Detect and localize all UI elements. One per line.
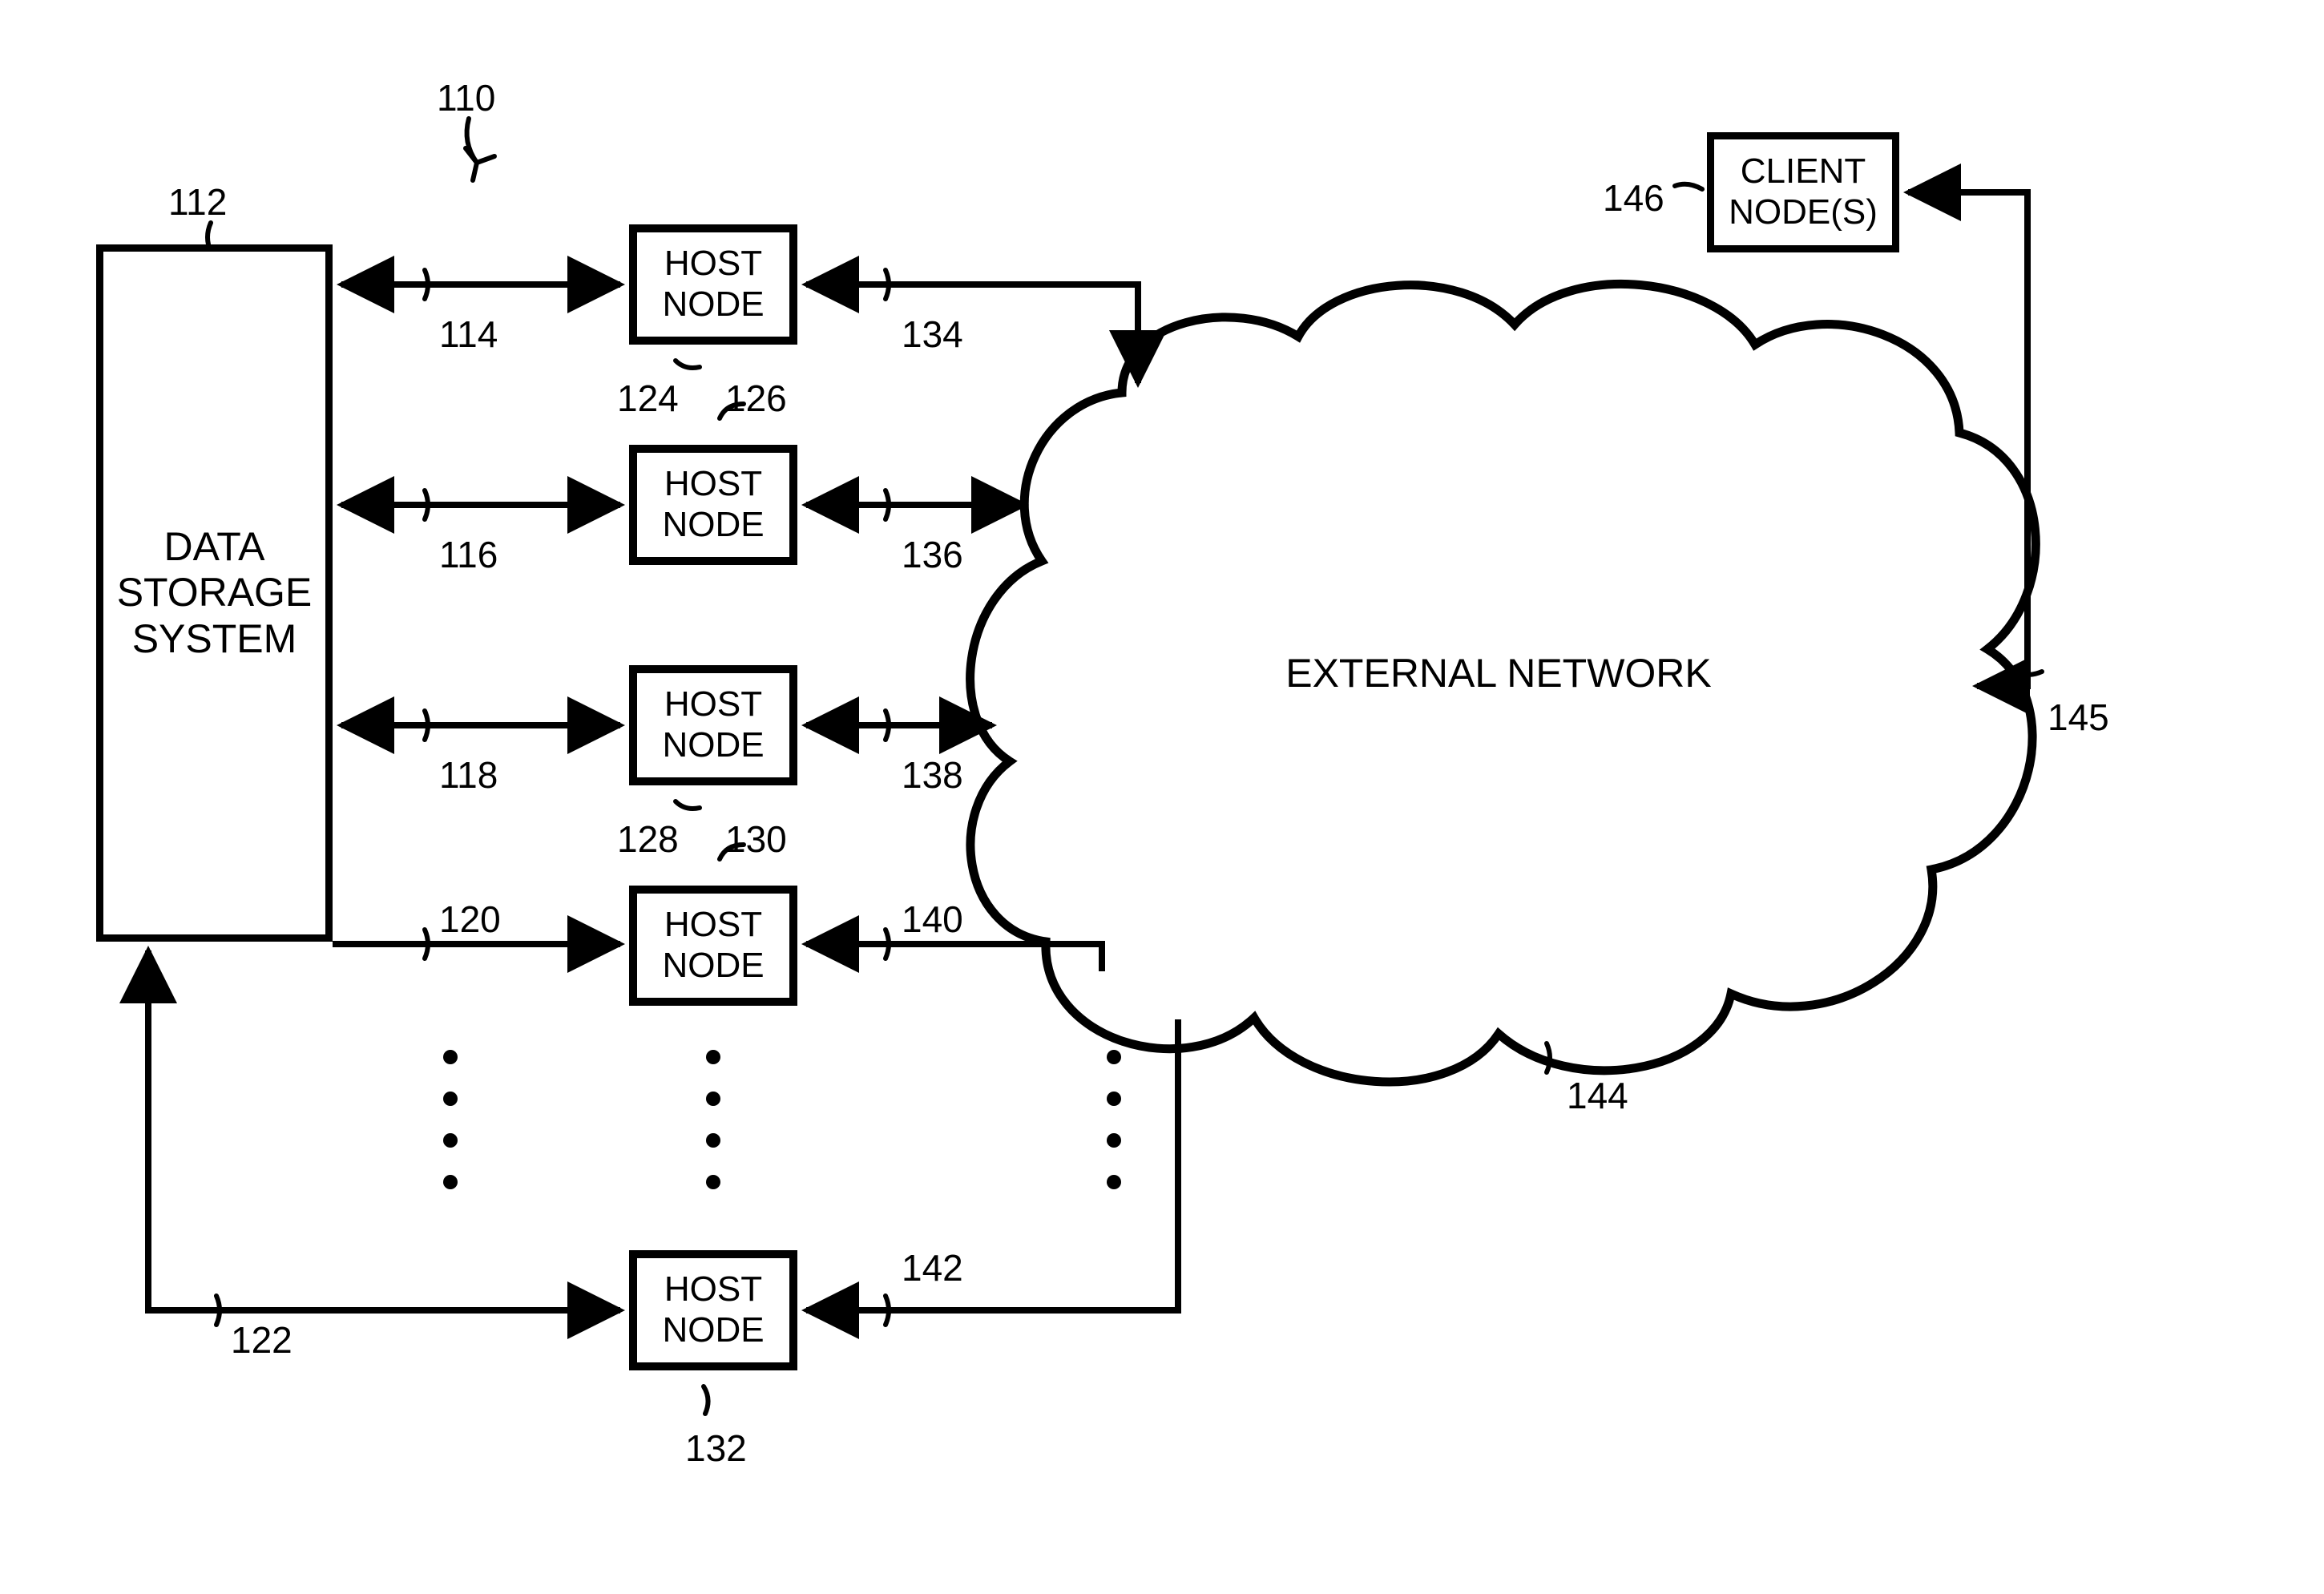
dot-icon: [1107, 1050, 1121, 1064]
ref-146: 146: [1603, 176, 1664, 220]
ellipsis-dots-col-3: [1107, 1050, 1121, 1189]
ref-116: 116: [439, 533, 498, 576]
ref-145: 145: [2048, 696, 2109, 739]
ref-130: 130: [725, 817, 787, 861]
dot-icon: [706, 1175, 720, 1189]
node-host-3: HOST NODE: [629, 665, 797, 785]
ref-144: 144: [1567, 1074, 1628, 1117]
node-host-2-label: HOST NODE: [662, 464, 764, 545]
node-data-storage: DATA STORAGE SYSTEM: [96, 244, 333, 942]
dot-icon: [706, 1050, 720, 1064]
cloud-label: EXTERNAL NETWORK: [1285, 650, 1712, 696]
ref-136: 136: [902, 533, 963, 576]
ellipsis-dots-col-2: [706, 1050, 720, 1189]
ref-120: 120: [439, 898, 501, 941]
node-host-1: HOST NODE: [629, 224, 797, 345]
node-data-storage-label: DATA STORAGE SYSTEM: [117, 524, 313, 663]
node-host-4-label: HOST NODE: [662, 905, 764, 986]
node-client-label: CLIENT NODE(S): [1729, 151, 1878, 232]
dot-icon: [1107, 1175, 1121, 1189]
ref-124: 124: [617, 377, 679, 420]
node-host-5-label: HOST NODE: [662, 1269, 764, 1350]
ref-140: 140: [902, 898, 963, 941]
dot-icon: [443, 1133, 458, 1148]
ref-118: 118: [439, 753, 498, 797]
ellipsis-dots-col-1: [443, 1050, 458, 1189]
dot-icon: [443, 1050, 458, 1064]
node-client: CLIENT NODE(S): [1707, 132, 1899, 252]
ref-128: 128: [617, 817, 679, 861]
node-host-1-label: HOST NODE: [662, 244, 764, 325]
ref-142: 142: [902, 1246, 963, 1289]
dot-icon: [706, 1092, 720, 1106]
ref-114: 114: [439, 313, 498, 356]
ref-126: 126: [725, 377, 787, 420]
connector-layer: [0, 0, 2324, 1594]
ref-122: 122: [231, 1318, 293, 1362]
node-host-3-label: HOST NODE: [662, 684, 764, 765]
ref-112: 112: [168, 180, 227, 224]
ref-110: 110: [437, 76, 495, 119]
dot-icon: [706, 1133, 720, 1148]
node-host-4: HOST NODE: [629, 886, 797, 1006]
ref-134: 134: [902, 313, 963, 356]
ref-132: 132: [685, 1427, 747, 1470]
dot-icon: [443, 1092, 458, 1106]
dot-icon: [1107, 1092, 1121, 1106]
ref-138: 138: [902, 753, 963, 797]
dot-icon: [1107, 1133, 1121, 1148]
node-host-5: HOST NODE: [629, 1250, 797, 1370]
dot-icon: [443, 1175, 458, 1189]
diagram-canvas: DATA STORAGE SYSTEM HOST NODE HOST NODE …: [0, 0, 2324, 1594]
node-host-2: HOST NODE: [629, 445, 797, 565]
